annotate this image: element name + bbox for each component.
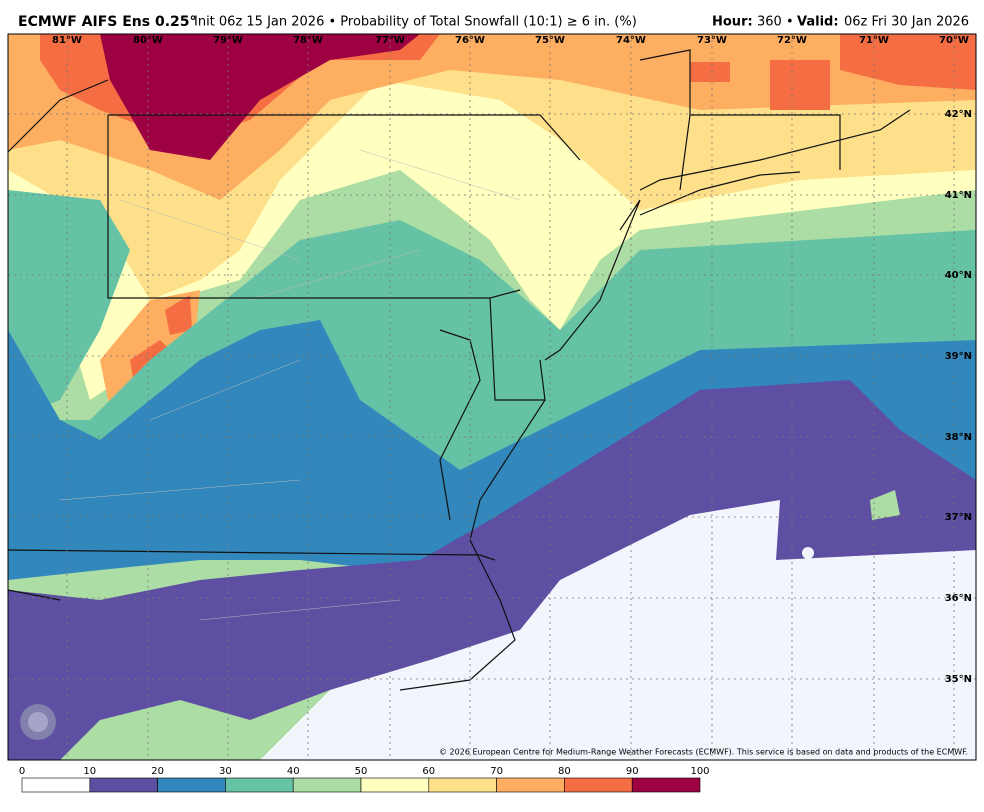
latitude-label: 36°N [945, 593, 972, 604]
colorbar-tick-label: 90 [626, 766, 639, 777]
colorbar-tick-label: 80 [558, 766, 571, 777]
latitude-label: 40°N [945, 270, 972, 281]
colorbar-tick-label: 10 [83, 766, 96, 777]
map-frame [7, 33, 977, 761]
hour-value: 360 • [757, 15, 794, 30]
valid-value: 06z Fri 30 Jan 2026 [844, 15, 969, 30]
colorbar-tick-label: 40 [287, 766, 300, 777]
colorbar-segment [564, 777, 633, 793]
longitude-label: 74°W [616, 35, 646, 46]
field [8, 34, 976, 760]
colorbar-tick-label: 60 [422, 766, 435, 777]
longitude-label: 76°W [455, 35, 485, 46]
longitude-label: 77°W [375, 35, 405, 46]
longitude-label: 71°W [859, 35, 889, 46]
colorbar-segment [360, 777, 430, 793]
colorbar-tick-label: 70 [490, 766, 503, 777]
boundaries [7, 49, 911, 691]
longitude-label: 73°W [697, 35, 727, 46]
colorbar-tick-label: 50 [355, 766, 368, 777]
colorbar-segment [631, 777, 701, 793]
longitude-label: 79°W [213, 35, 243, 46]
colorbar-segment [21, 777, 91, 793]
colorbar-tick-label: 20 [151, 766, 164, 777]
valid-label: Valid: [797, 15, 839, 30]
latitude-label: 37°N [945, 512, 972, 523]
hour-label: Hour: [712, 15, 753, 30]
subtitle: Init 06z 15 Jan 2026 • Probability of To… [194, 15, 637, 30]
latitude-label: 35°N [945, 674, 972, 685]
longitude-label: 72°W [777, 35, 807, 46]
colorbar-tick-label: 0 [19, 766, 25, 777]
latitude-label: 38°N [945, 432, 972, 443]
title: ECMWF AIFS Ens 0.25° [18, 14, 197, 30]
longitude-label: 78°W [293, 35, 323, 46]
logo [20, 704, 56, 740]
longitude-label: 75°W [535, 35, 565, 46]
longitude-label: 80°W [133, 35, 163, 46]
credit: © 2026 European Centre for Medium-Range … [439, 748, 968, 757]
colorbar-segment [89, 777, 158, 793]
longitude-label: 70°W [939, 35, 969, 46]
colorbar-tick-label: 30 [219, 766, 232, 777]
colorbar-segment [157, 777, 226, 793]
colorbar-segment [225, 777, 294, 793]
latitude-label: 41°N [945, 190, 972, 201]
latitude-label: 42°N [945, 109, 972, 120]
colorbar-segment [292, 777, 362, 793]
longitude-label: 81°W [52, 35, 82, 46]
colorbar-tick-label: 100 [690, 766, 709, 777]
colorbar-segment [496, 777, 565, 793]
colorbar-segment [428, 777, 497, 793]
latitude-label: 39°N [945, 351, 972, 362]
